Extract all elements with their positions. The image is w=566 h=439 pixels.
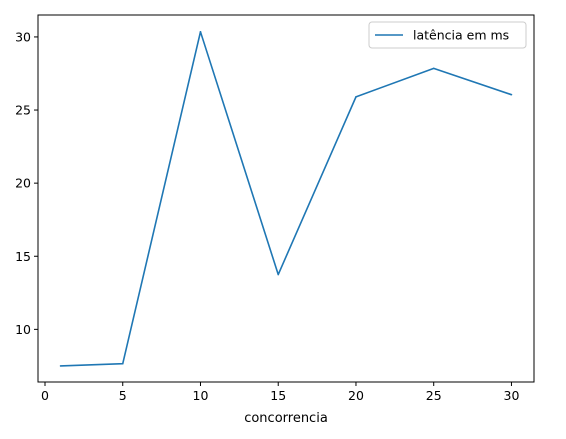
x-tick-label-3: 15 — [270, 388, 286, 403]
series-0-point-0 — [59, 365, 62, 367]
x-tick-label-6: 30 — [504, 388, 520, 403]
series-0-point-1 — [121, 362, 124, 365]
x-tick-label-0: 0 — [41, 388, 49, 403]
y-axis-ticks: 10 15 20 25 30 — [15, 29, 38, 337]
y-tick-label-4: 30 — [15, 29, 31, 44]
series-0-point-4 — [355, 96, 357, 98]
legend-label-0: latência em ms — [413, 28, 509, 43]
x-tick-label-5: 25 — [426, 388, 442, 403]
series-0-point-2 — [199, 31, 202, 33]
series-0-point-5 — [432, 67, 435, 70]
y-tick-label-2: 20 — [15, 176, 31, 191]
series-0-point-3 — [277, 273, 280, 276]
plot-frame — [37, 14, 535, 383]
x-tick-label-1: 5 — [119, 388, 127, 403]
legend-box — [368, 21, 527, 49]
y-tick-label-0: 10 — [15, 322, 31, 337]
x-tick-label-4: 20 — [348, 388, 364, 403]
x-axis-label: concorrencia — [244, 411, 328, 426]
series-0-point-6 — [510, 93, 513, 96]
series-layer — [59, 31, 513, 367]
legend: latência em ms — [368, 21, 527, 49]
y-tick-label-1: 15 — [15, 249, 31, 264]
x-tick-label-2: 10 — [193, 388, 209, 403]
y-tick-label-3: 25 — [15, 103, 31, 118]
x-axis-ticks: 0 5 10 15 20 25 30 — [41, 382, 519, 403]
